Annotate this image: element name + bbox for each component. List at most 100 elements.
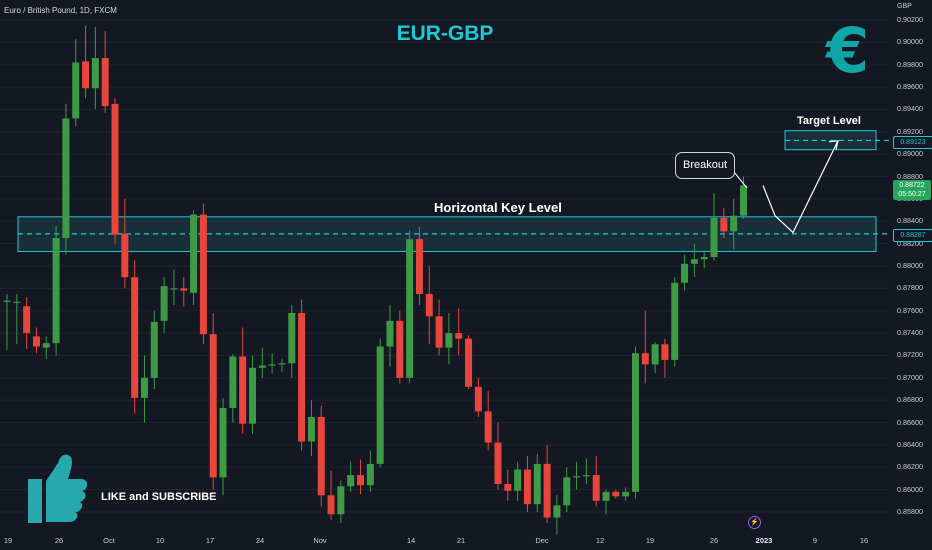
candle-bullish [582,475,590,477]
candle-bearish [298,312,306,442]
candle-bullish [366,463,374,486]
grid-layer [0,19,888,513]
y-tick-label: 0.89000 [897,149,923,159]
symbol-label: Euro / British Pound, 1D, FXCM [4,6,117,15]
y-tick-label: 0.86800 [897,395,923,405]
candle-bullish [622,491,630,497]
x-tick-label: 10 [155,536,165,545]
candle-bullish [62,118,70,239]
candle-bullish [288,312,296,364]
candle-bullish [730,215,738,232]
y-tick-label: 0.88800 [897,171,923,181]
x-tick-label: 19 [3,536,13,545]
candle-bearish [474,386,482,412]
candle-bullish [91,58,99,89]
x-tick-label: 2023 [755,536,773,545]
y-tick-label: 0.90200 [897,15,923,24]
candle-bullish [445,333,453,348]
candle-bullish [386,320,394,347]
candle-bullish [229,356,237,409]
candle-bullish [347,475,355,487]
candle-bullish [278,363,286,365]
candle-bullish [150,321,158,378]
candle-bullish [258,365,266,368]
candle-bearish [484,411,492,443]
x-tick-label: Dec [535,536,549,545]
projection-arrow-head [828,140,839,150]
candle-bullish [42,343,50,348]
candle-bearish [592,475,600,501]
candle-bullish [671,282,679,360]
candle-bullish [700,257,708,260]
last-price-value: 0.88722 [899,182,925,189]
x-tick-label: 12 [595,536,605,545]
x-tick-label: 17 [205,536,215,545]
candle-bullish [681,263,689,283]
y-tick-label: 0.88200 [897,238,923,248]
breakout-connector [733,171,748,189]
candle-bullish [219,408,227,478]
candle-bearish [239,356,247,424]
x-tick-label: 14 [406,536,416,545]
x-tick-label: 21 [456,536,466,545]
candle-bearish [543,463,551,518]
y-tick-label: 0.87200 [897,350,923,360]
key-level-label: Horizontal Key Level [434,200,562,215]
thumbs-up-icon [28,454,88,523]
candle-bullish [52,238,60,344]
candle-bearish [101,58,109,107]
y-tick-label: 0.87800 [897,283,923,293]
candle-bearish [327,495,335,515]
candle-bullish [268,364,276,366]
x-tick-label: 16 [859,536,869,545]
candle-bullish [740,185,747,216]
candle-bullish [190,214,198,293]
chart-title: EUR-GBP [396,22,494,45]
last-price-tag: 0.88722 05:50:27 [893,180,931,200]
y-tick-label: 0.85800 [897,507,923,516]
y-tick-label: 0.88400 [897,216,923,226]
candle-bullish [13,301,21,303]
candle-bullish [72,62,80,119]
candle-bearish [661,344,669,360]
candle-bearish [131,277,139,398]
y-tick-label: 0.86600 [897,417,923,427]
candle-bearish [641,353,649,365]
candle-bullish [573,476,581,478]
candle-bearish [111,103,119,235]
candle-bullish [3,300,11,302]
candle-bearish [494,442,502,485]
lightning-icon[interactable]: ⚡ [748,516,761,529]
candle-bullish [376,346,384,464]
candle-bearish [720,217,728,232]
candle-bearish [199,214,207,335]
y-tick-label: 0.89200 [897,126,923,136]
candle-bearish [396,320,404,378]
candle-bullish [140,377,148,398]
candle-bullish [533,463,541,505]
candle-bullish [710,217,718,258]
projection-path [762,140,839,234]
y-tick-label: 0.86200 [897,462,923,472]
y-tick-label: 0.86400 [897,439,923,449]
candle-bearish [121,233,129,278]
y-tick-label: 0.89600 [897,82,923,92]
candle-bullish [249,367,256,424]
y-tick-label: 0.90000 [897,37,923,47]
y-tick-label: 0.89800 [897,59,923,69]
x-tick-label: 26 [709,536,719,545]
x-tick-label: 19 [645,536,655,545]
candle-bullish [307,416,315,442]
candle-bearish [455,333,463,339]
y-tick-label: 0.87000 [897,372,923,382]
y-axis-title: GBP [897,3,912,10]
x-tick-label: Oct [103,536,115,545]
y-tick-label: 0.88000 [897,261,923,270]
candle-bearish [523,469,531,505]
candle-bullish [690,259,698,264]
candle-bullish [651,344,659,365]
candle-bullish [602,491,610,501]
bar-countdown: 05:50:27 [898,191,926,198]
candle-bullish [337,486,345,515]
